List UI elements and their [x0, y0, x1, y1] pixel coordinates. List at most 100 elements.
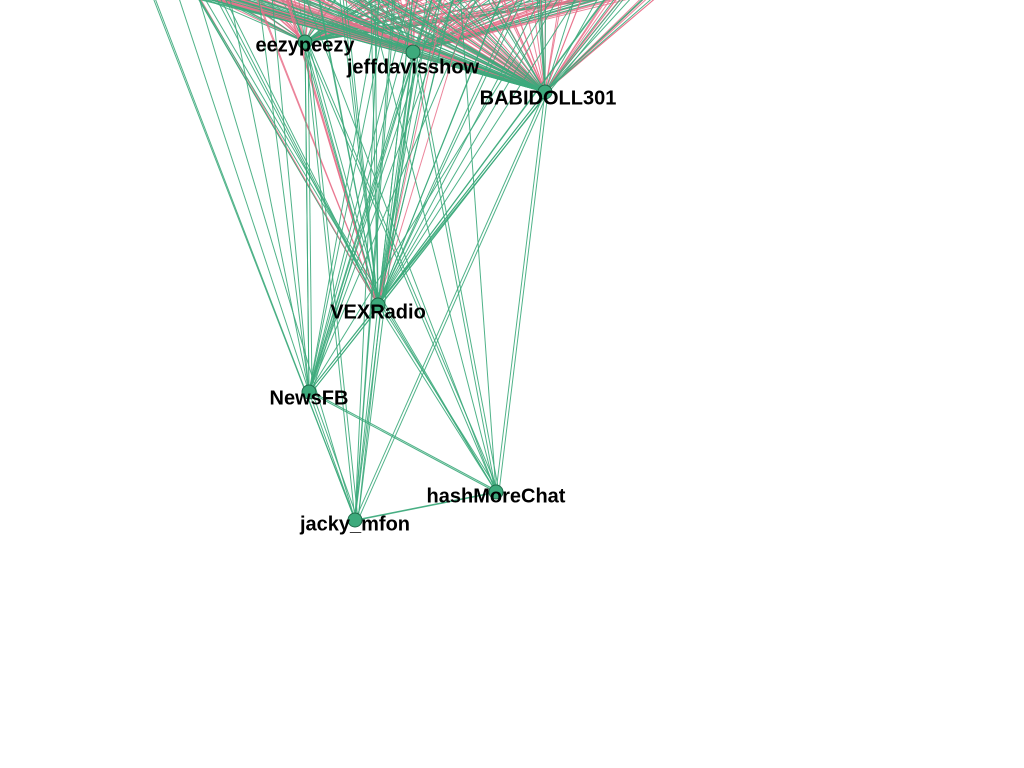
node: [297, 34, 313, 50]
node: [370, 297, 386, 313]
edge: [339, 0, 379, 306]
edge: [410, 0, 546, 93]
edge: [308, 0, 552, 393]
edge: [377, 0, 518, 306]
edge: [304, 41, 310, 393]
edge: [308, 304, 379, 393]
edge: [229, 0, 310, 393]
edge: [354, 91, 546, 521]
edge: [390, 0, 546, 93]
edge: [308, 0, 390, 393]
edge: [377, 0, 577, 306]
edge: [357, 51, 417, 521]
edge: [544, 0, 575, 93]
edge: [179, 0, 310, 393]
node-label: NewsFB: [270, 387, 349, 409]
edge: [308, 391, 356, 521]
node-label: jeffdavisshow: [346, 56, 480, 78]
edge: [308, 0, 454, 393]
edge: [362, 0, 546, 93]
edge: [304, 0, 546, 93]
edge: [456, 0, 546, 93]
edge: [491, 0, 546, 93]
edge: [311, 391, 359, 521]
edge: [436, 0, 546, 93]
node: [347, 512, 363, 528]
edge: [377, 0, 501, 306]
edge: [377, 0, 558, 306]
node: [405, 44, 421, 60]
edge: [308, 51, 414, 393]
edge: [487, 0, 546, 93]
edge: [308, 0, 441, 393]
edge: [536, 0, 546, 93]
edge: [308, 0, 409, 393]
edge: [304, 0, 398, 43]
edge: [153, 0, 356, 521]
edge: [304, 41, 356, 521]
edge: [311, 51, 417, 393]
edge: [307, 41, 313, 393]
edge: [304, 0, 358, 43]
edge: [415, 51, 500, 493]
edge: [308, 0, 418, 393]
edge: [155, 0, 356, 521]
edge: [307, 41, 382, 306]
edge: [308, 0, 381, 393]
edge: [460, 0, 497, 493]
edge: [377, 0, 445, 306]
edge: [544, 0, 611, 93]
edge: [416, 0, 546, 93]
edge: [502, 0, 546, 93]
edge: [511, 0, 546, 93]
node: [537, 84, 553, 100]
edge: [308, 391, 497, 493]
edge: [357, 491, 500, 521]
edge: [377, 51, 414, 306]
edge: [224, 0, 546, 93]
edge: [377, 304, 497, 493]
edge: [354, 304, 379, 521]
edge: [495, 91, 546, 493]
edge: [380, 304, 500, 493]
edge: [544, 0, 615, 93]
edge: [354, 51, 414, 521]
node: [488, 484, 504, 500]
node: [301, 384, 317, 400]
edge: [357, 91, 549, 521]
edge: [307, 41, 500, 493]
node-label: BABIDOLL301: [480, 87, 617, 109]
edge: [377, 0, 606, 306]
edge: [462, 0, 546, 93]
edge: [377, 0, 523, 306]
edge: [377, 0, 442, 306]
edge: [377, 0, 541, 306]
node-label: eezypeezy: [256, 34, 356, 56]
edge: [307, 41, 359, 521]
edge: [313, 0, 546, 93]
edge: [544, 0, 547, 93]
edge: [347, 0, 546, 93]
edge: [377, 0, 433, 306]
edge: [544, 0, 582, 93]
edge: [258, 0, 310, 393]
edge: [473, 0, 546, 93]
edge: [220, 0, 379, 306]
node-label: jacky_mfon: [299, 513, 410, 535]
node-label: VEXRadio: [330, 301, 426, 323]
edge: [304, 41, 497, 493]
edge: [544, 0, 621, 93]
edge: [258, 0, 546, 93]
edge: [544, 0, 651, 93]
node-label: hashMoreChat: [427, 485, 566, 507]
edge: [311, 304, 382, 393]
edge: [412, 51, 497, 493]
edge: [316, 0, 414, 53]
edge: [311, 391, 500, 493]
edge: [206, 0, 306, 43]
edge: [342, 0, 379, 306]
edge: [295, 0, 546, 93]
